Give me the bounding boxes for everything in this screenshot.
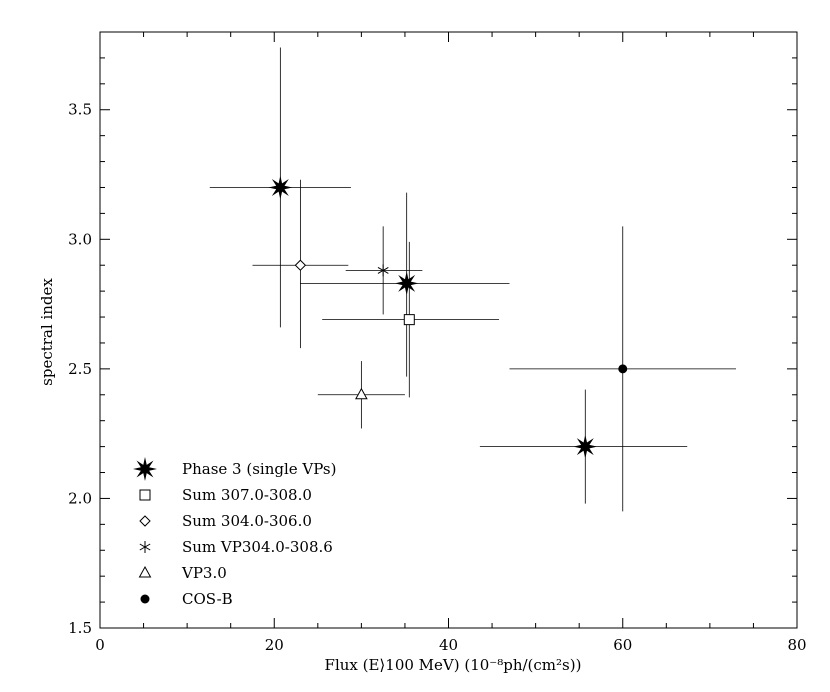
legend-label: COS-B: [182, 590, 233, 608]
series-0: [209, 47, 688, 504]
x-tick-label: 80: [787, 636, 806, 654]
y-axis-label: spectral index: [38, 278, 56, 386]
series-1: [322, 241, 500, 398]
data-points: [209, 47, 737, 512]
data-point: [509, 226, 737, 512]
series-2: [252, 179, 349, 349]
point-marker: [573, 434, 598, 459]
legend-marker: [139, 515, 151, 527]
x-tick-label: 60: [613, 636, 632, 654]
legend-label: Sum VP304.0-308.6: [182, 538, 333, 556]
x-axis-label: Flux (E⟩100 MeV) (10⁻⁸ph/(cm²s)): [325, 656, 582, 674]
data-point: [317, 361, 405, 429]
point-marker: [294, 259, 307, 271]
data-point: [322, 241, 500, 398]
legend-label: VP3.0: [181, 564, 227, 582]
asterisk-stroke: [139, 543, 151, 551]
y-tick-label: 3.5: [68, 101, 92, 119]
point-marker: [618, 364, 628, 374]
data-point: [479, 389, 688, 504]
series-3: [345, 226, 423, 315]
y-tick-label: 1.5: [68, 619, 92, 637]
legend-item: COS-B: [140, 590, 233, 608]
y-tick-label: 2.5: [68, 360, 92, 378]
legend-marker: [138, 565, 152, 578]
legend-item: Sum VP304.0-308.6: [139, 538, 333, 556]
point-marker: [394, 271, 419, 296]
legend-marker: [139, 541, 151, 553]
data-point: [252, 179, 349, 349]
legend: Phase 3 (single VPs) Sum 307.0-308.0 Sum 3…: [133, 457, 336, 608]
legend-item: VP3.0: [138, 564, 227, 582]
legend-label: Phase 3 (single VPs): [182, 460, 336, 478]
point-marker: [377, 264, 389, 277]
asterisk-stroke: [377, 266, 389, 274]
data-point: [345, 226, 423, 315]
y-tick-label: 2.0: [68, 489, 92, 507]
point-marker: [355, 387, 368, 400]
legend-marker: [139, 489, 151, 501]
legend-label: Sum 304.0-306.0: [182, 512, 312, 530]
series-4: [317, 361, 405, 429]
legend-marker: [133, 457, 157, 481]
data-point: [300, 192, 510, 377]
legend-label: Sum 307.0-308.0: [182, 486, 312, 504]
x-tick-label: 0: [95, 636, 105, 654]
data-point: [209, 47, 351, 328]
x-tick-label: 40: [439, 636, 458, 654]
series-5: [509, 226, 737, 512]
legend-marker: [140, 594, 150, 604]
axis-ticks: 0 20 40 60 80 1.5 2.0 2.5 3.0 3.5: [68, 31, 807, 654]
x-tick-label: 20: [265, 636, 284, 654]
legend-item: Phase 3 (single VPs): [133, 457, 336, 481]
legend-item: Sum 304.0-306.0: [139, 512, 312, 530]
point-marker: [268, 175, 293, 200]
legend-item: Sum 307.0-308.0: [139, 486, 312, 504]
y-tick-label: 3.0: [68, 230, 92, 248]
point-marker: [403, 314, 415, 326]
